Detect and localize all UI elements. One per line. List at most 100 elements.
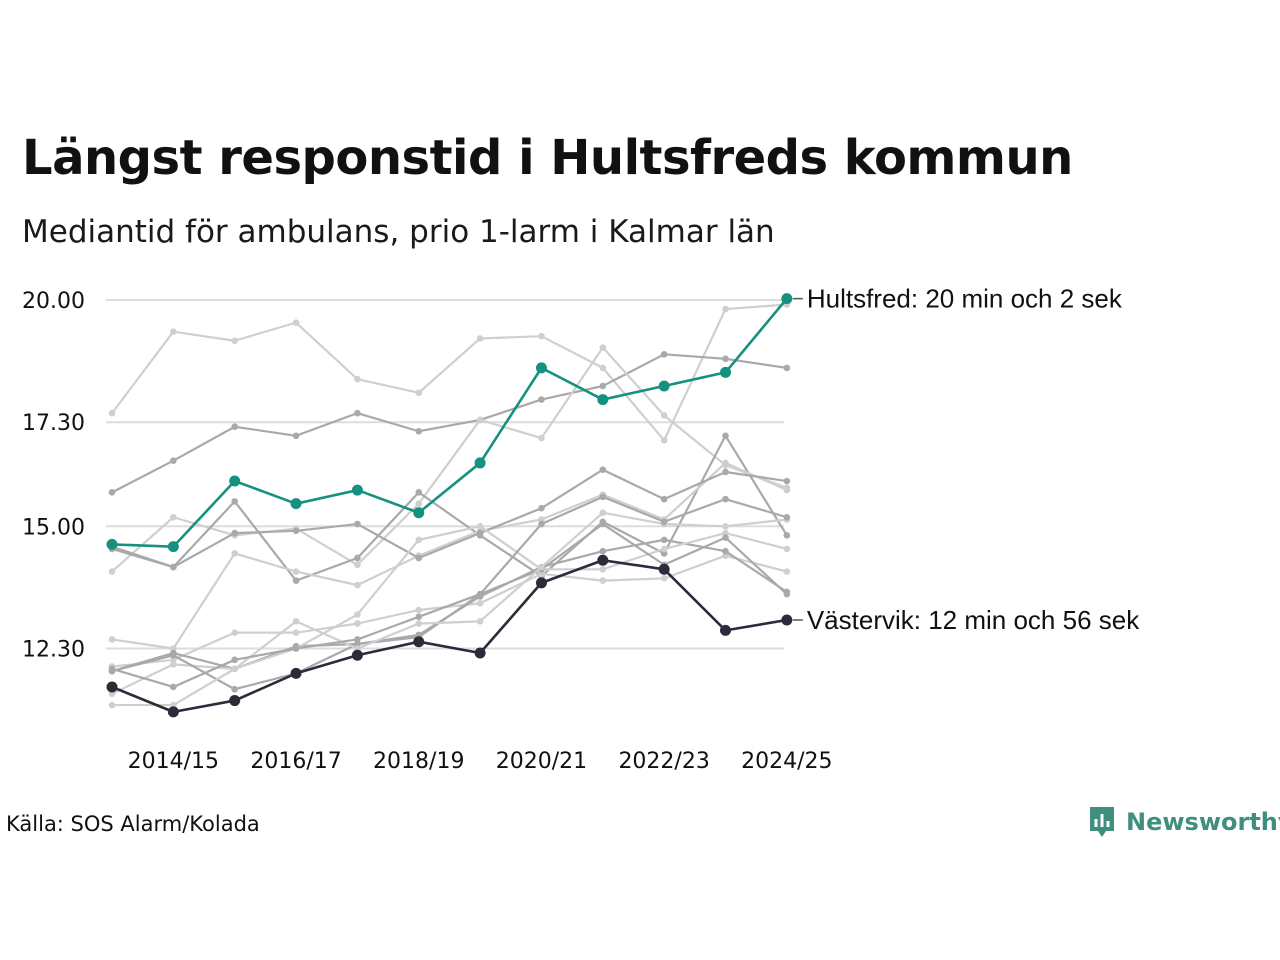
background-series-5-line	[110, 461, 788, 650]
background-series-7-point	[292, 629, 300, 636]
background-series-10-point	[599, 520, 607, 528]
series-hultsfred	[106, 293, 793, 553]
background-series-6-point	[415, 554, 423, 562]
y-tick-label: 12.30	[22, 638, 85, 663]
background-series-10-point	[170, 651, 177, 659]
background-series-2-point	[231, 423, 238, 431]
background-series-4-point	[231, 498, 238, 505]
background-series-5-point	[722, 459, 729, 467]
background-series-11-point	[599, 509, 607, 517]
background-series-1-point	[415, 389, 423, 397]
y-tick-label: 15.00	[22, 515, 85, 540]
background-series-11-point	[415, 620, 423, 627]
background-series-2-point	[722, 355, 729, 363]
background-series-2	[108, 351, 791, 496]
background-series-9-line	[110, 525, 788, 695]
background-series-3-point	[538, 434, 545, 442]
background-series-1-point	[354, 375, 361, 383]
series-v-stervik-point	[167, 706, 179, 718]
background-series-9-point	[170, 661, 177, 668]
background-series-11-point	[722, 522, 729, 530]
background-series-7-point	[783, 568, 791, 575]
background-series-3-point	[354, 561, 361, 569]
background-series-6-point	[292, 527, 300, 535]
background-series-5-point	[354, 581, 361, 589]
background-series-7-point	[722, 552, 729, 560]
background-series-6-point	[170, 563, 177, 571]
background-series-8-point	[660, 536, 668, 544]
background-series-5-point	[108, 636, 116, 643]
background-series-1-point	[538, 332, 545, 340]
background-series-4-point	[783, 532, 791, 539]
background-series-4-point	[722, 432, 729, 440]
series-hultsfred-point	[413, 507, 425, 519]
background-series-3-point	[170, 513, 177, 521]
series-v-stervik-point	[229, 695, 241, 707]
background-series-10-line	[110, 522, 788, 691]
x-axis-ticks: 2014/15 2016/17 2018/19 2020/21 2022/23 2024/…	[128, 749, 833, 774]
background-series-2-point	[415, 427, 423, 435]
background-series-12-point	[783, 513, 791, 521]
background-series-9-point	[660, 545, 668, 553]
background-series-11-point	[231, 665, 238, 673]
series-hultsfred-point	[351, 484, 363, 496]
series-v-stervik-end-label: Västervik: 12 min och 56 sek	[807, 605, 1140, 635]
series-hultsfred-line	[110, 297, 789, 548]
series-v-stervik-point	[351, 649, 363, 661]
background-series-1-point	[599, 364, 607, 372]
background-series-12-line	[110, 495, 788, 689]
background-series-11-point	[292, 618, 300, 625]
background-series-12-point	[108, 665, 116, 673]
background-series-3	[108, 344, 791, 575]
background-series-6-point	[354, 520, 361, 528]
background-series-12-point	[599, 493, 607, 501]
series-v-stervik-point	[720, 624, 731, 636]
background-series-9-point	[476, 522, 484, 530]
background-series-9-point	[415, 536, 423, 544]
background-series-6-point	[722, 468, 729, 476]
background-series-5-point	[292, 568, 300, 575]
background-series-8-point	[599, 547, 607, 555]
background-series-9-point	[599, 565, 607, 573]
series-hultsfred-point	[167, 541, 179, 553]
chart-subtitle: Mediantid för ambulans, prio 1-larm i Ka…	[22, 214, 775, 250]
background-series-2-point	[108, 489, 116, 496]
brand-logo: Newsworthy	[1088, 804, 1280, 840]
background-series-2-point	[660, 351, 668, 358]
background-series-12-point	[476, 590, 484, 598]
background-series-3-point	[108, 568, 116, 575]
background-series-1-point	[722, 305, 729, 313]
background-series-7-point	[354, 620, 361, 627]
series-hultsfred-end-label: Hultsfred: 20 min och 2 sek	[807, 284, 1123, 314]
series-hultsfred-point	[720, 366, 731, 378]
background-series-2-point	[538, 396, 545, 403]
background-series-12-point	[415, 613, 423, 621]
background-series-11-line	[110, 511, 788, 707]
series-hultsfred-point	[229, 475, 241, 487]
background-series-4-point	[415, 489, 423, 496]
background-series-7-point	[599, 577, 607, 584]
background-series-1	[108, 301, 791, 444]
background-series	[108, 301, 791, 709]
x-tick-label: 2020/21	[496, 749, 587, 774]
series-hultsfred-point	[781, 293, 793, 305]
series-v-stervik-point	[106, 681, 118, 693]
background-series-2-point	[599, 382, 607, 390]
background-series-7-point	[415, 606, 423, 614]
background-series-12-point	[354, 636, 361, 643]
background-series-3-point	[415, 500, 423, 507]
background-series-7-line	[110, 554, 788, 668]
series-hultsfred-point	[658, 380, 670, 392]
background-series-7-point	[231, 629, 238, 636]
y-tick-label: 17.30	[22, 411, 85, 436]
background-series-3-point	[476, 416, 484, 424]
background-series-12-point	[538, 520, 545, 528]
background-series-6	[108, 466, 791, 571]
background-series-12-point	[722, 495, 729, 503]
background-series-2-point	[783, 364, 791, 372]
series-v-stervik-point	[413, 636, 425, 648]
x-tick-label: 2014/15	[128, 749, 219, 774]
series-v-stervik	[106, 554, 793, 718]
background-series-3-line	[110, 346, 788, 573]
series-v-stervik-line	[110, 558, 789, 714]
